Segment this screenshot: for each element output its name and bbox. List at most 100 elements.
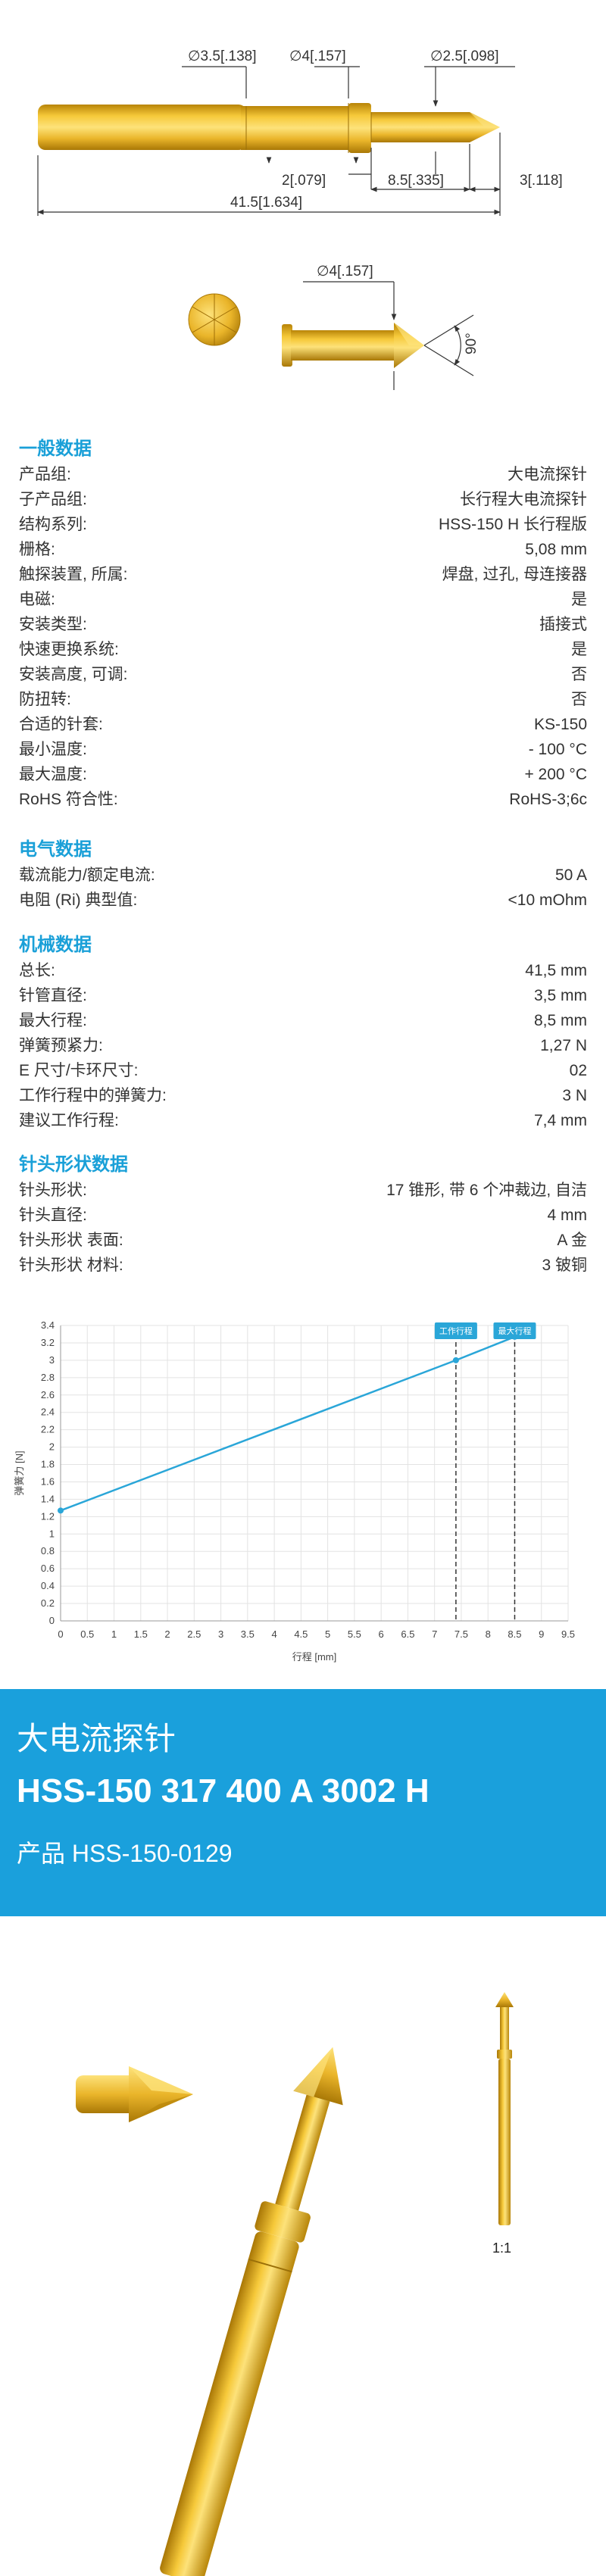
dim-plunger-diameter: ∅2.5[.098]: [430, 48, 499, 64]
spec-row: 总长: 41,5 mm: [19, 958, 587, 983]
chart-x-tick-label: 6: [379, 1628, 384, 1640]
chart-data-point: [58, 1507, 64, 1514]
spec-label: 产品组:: [19, 466, 71, 483]
chart-y-tick-label: 2.6: [41, 1389, 55, 1400]
chart-y-tick-label: 1.4: [41, 1493, 55, 1504]
spec-row: 最大行程: 8,5 mm: [19, 1008, 587, 1033]
chart-marker-tag: [434, 1322, 477, 1339]
spec-label: 针头形状:: [19, 1182, 87, 1199]
spec-label: 栅格:: [19, 541, 55, 558]
tip-data-section: 针头形状数据 针头形状: 17 锥形, 带 6 个冲裁边, 自洁针头直径: 4 mm…: [19, 1152, 587, 1278]
chart-x-tick-label: 6.5: [401, 1628, 414, 1640]
spec-row: 工作行程中的弹簧力: 3 N: [19, 1083, 587, 1108]
mechanical-data-title: 机械数据: [19, 935, 92, 955]
spec-label: 针头形状 材料:: [19, 1257, 123, 1274]
chart-x-tick-label: 7: [432, 1628, 437, 1640]
spec-row: 结构系列: HSS-150 H 长行程版: [19, 512, 587, 537]
spec-row: 子产品组: 长行程大电流探针: [19, 487, 587, 512]
tip-data-rows: 针头形状: 17 锥形, 带 6 个冲裁边, 自洁 针头直径: 4 mm 针头形状 表面…: [19, 1178, 587, 1278]
chart-y-tick-label: 0.6: [41, 1563, 55, 1574]
spec-value: 长行程大电流探针: [460, 491, 587, 508]
spec-value: 02: [569, 1062, 587, 1079]
spec-value: 3 N: [562, 1087, 587, 1104]
spec-label: 电磁:: [19, 591, 55, 608]
dim-tip-head-diameter: ∅4[.157]: [317, 264, 373, 279]
tip-data-title: 针头形状数据: [19, 1154, 128, 1175]
spec-label: 最大温度:: [19, 766, 87, 783]
spec-label: 最小温度:: [19, 741, 87, 758]
chart-y-tick-label: 2.8: [41, 1372, 55, 1383]
dim-tip-length: 3[.118]: [520, 173, 563, 189]
spec-row: 合适的针套: KS-150: [19, 712, 587, 737]
chart-x-tick-label: 8: [486, 1628, 491, 1640]
spec-value: <10 mOhm: [508, 891, 587, 909]
spec-label: 触探装置, 所属:: [19, 566, 128, 583]
spec-label: 针头形状 表面:: [19, 1232, 123, 1249]
general-data-title: 一般数据: [19, 439, 92, 459]
spec-label: 工作行程中的弹簧力:: [19, 1087, 167, 1104]
spec-value: HSS-150 H 长行程版: [438, 516, 587, 533]
chart-y-tick-label: 2: [49, 1441, 55, 1453]
chart-y-tick-label: 1.8: [41, 1459, 55, 1470]
spec-label: 载流能力/额定电流:: [19, 866, 155, 884]
mechanical-data-rows: 总长: 41,5 mm 针管直径: 3,5 mm 最大行程: 8,5 mm 弹簧预紧力: 1,…: [19, 958, 587, 1133]
spec-value: 否: [571, 691, 587, 708]
spec-row: 针头形状 表面: A 金: [19, 1228, 587, 1253]
spec-value: 17 锥形, 带 6 个冲裁边, 自洁: [386, 1182, 587, 1199]
spec-row: E 尺寸/卡环尺寸: 02: [19, 1058, 587, 1083]
spec-row: 弹簧预紧力: 1,27 N: [19, 1033, 587, 1058]
chart-x-tick-label: 0.5: [80, 1628, 94, 1640]
spec-row: 防扭转: 否: [19, 687, 587, 712]
spec-value: 否: [571, 666, 587, 683]
chart-marker-tag: [493, 1322, 536, 1339]
spec-label: E 尺寸/卡环尺寸:: [19, 1062, 139, 1079]
spec-value: + 200 °C: [524, 766, 587, 783]
chart-x-tick-label: 5: [325, 1628, 330, 1640]
chart-y-tick-label: 3.4: [41, 1319, 55, 1331]
dim-travel: 8.5[.335]: [388, 173, 444, 189]
spec-label: 总长:: [19, 962, 55, 979]
product-category: 大电流探针: [17, 1721, 176, 1756]
spec-row: 针头形状 材料: 3 铍铜: [19, 1253, 587, 1278]
spec-label: RoHS 符合性:: [19, 791, 118, 808]
spec-row: 针头直径: 4 mm: [19, 1203, 587, 1228]
chart-marker-label: 最大行程: [498, 1325, 531, 1336]
spec-row: 快速更换系统: 是: [19, 637, 587, 662]
product-title-band: 大电流探针 HSS-150 317 400 A 3002 H 产品 HSS-15…: [0, 1689, 606, 1916]
mechanical-data-section: 机械数据 总长: 41,5 mm 针管直径: 3,5 mm 最大行程: 8,5 mm 弹簧预…: [19, 932, 587, 1133]
probe-render: [160, 2047, 343, 2576]
chart-x-tick-label: 0: [58, 1628, 63, 1640]
spec-value: 7,4 mm: [533, 1112, 587, 1129]
dim-tip-angle: 90°: [464, 333, 479, 354]
chart-y-tick-label: 1: [49, 1528, 55, 1539]
tip-render: [76, 2066, 193, 2122]
dim-collar-length: 2[.079]: [282, 173, 326, 189]
chart-x-tick-label: 4: [271, 1628, 276, 1640]
spec-row: 最小温度: - 100 °C: [19, 737, 587, 762]
spec-value: 1,27 N: [540, 1037, 587, 1054]
chart-x-tick-label: 1.5: [134, 1628, 148, 1640]
spec-value: 50 A: [554, 866, 587, 884]
chart-x-tick-label: 8.5: [508, 1628, 521, 1640]
tip-detail-drawing: ∅4[.157] 90°: [188, 264, 479, 390]
product-renders: [76, 1992, 514, 2576]
chart-marker-label: 工作行程: [439, 1326, 473, 1336]
chart-x-tick-label: 7.5: [454, 1628, 468, 1640]
chart-y-axis-label: 弹簧力 [N]: [14, 1450, 25, 1495]
chart-x-tick-label: 9: [539, 1628, 544, 1640]
spec-label: 安装类型:: [19, 616, 87, 633]
chart-data-point: [452, 1357, 459, 1363]
spec-row: 安装类型: 插接式: [19, 612, 587, 637]
spec-label: 针头直径:: [19, 1207, 87, 1224]
spec-label: 电阻 (Ri) 典型值:: [19, 891, 138, 909]
chart-y-tick-label: 1.2: [41, 1510, 55, 1522]
chart-y-tick-label: 1.6: [41, 1475, 55, 1487]
spring-force-chart: 0 0.5 1 1.5 2 2.5 3 3.5 4 4.5 5 5.5 6 6.5 7 7.5 8 8.5 9 9.5…: [14, 1319, 575, 1663]
chart-x-tick-label: 2: [164, 1628, 170, 1640]
chart-y-tick-label: 0.8: [41, 1545, 55, 1557]
chart-y-tick-label: 2.2: [41, 1424, 55, 1435]
spec-row: 针头形状: 17 锥形, 带 6 个冲裁边, 自洁: [19, 1178, 587, 1203]
electrical-data-title: 电气数据: [19, 839, 92, 860]
chart-x-tick-label: 4.5: [294, 1628, 308, 1640]
spec-value: 5,08 mm: [525, 541, 587, 558]
